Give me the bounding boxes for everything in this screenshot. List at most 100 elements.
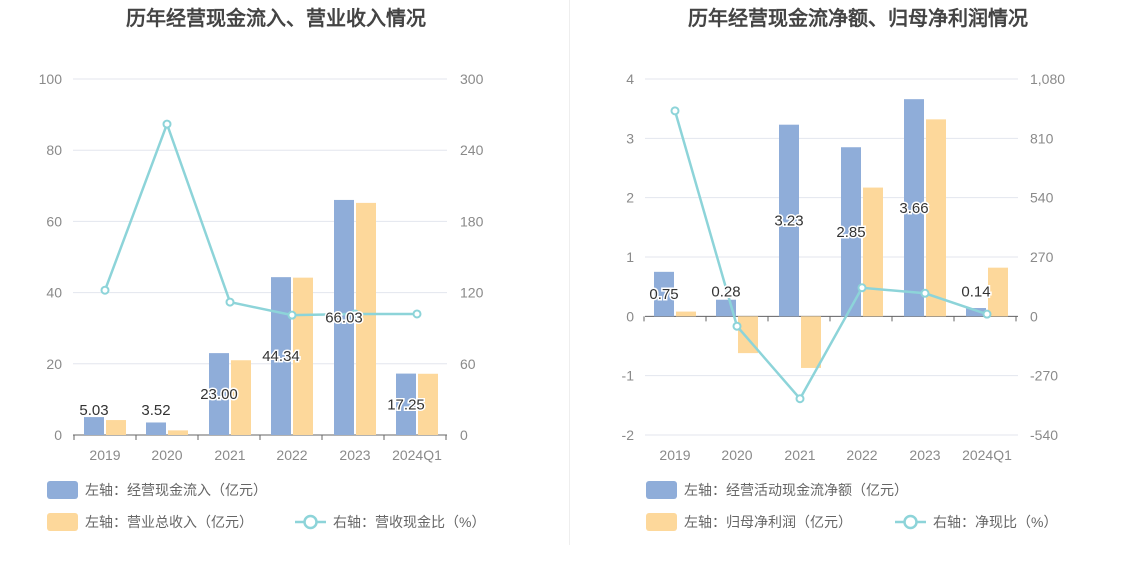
y-left-tick-label: 3 [626, 130, 634, 146]
y-right-tick-label: 810 [1030, 130, 1054, 146]
line-point [100, 285, 110, 295]
panel-divider [569, 0, 570, 545]
bar-series2 [676, 311, 696, 317]
x-tick-label: 2021 [784, 447, 815, 463]
y-left-tick-label: 0 [626, 308, 634, 324]
bar-series2 [168, 430, 188, 435]
bar-data-label: 23.00 [200, 386, 238, 403]
y-right-tick-label: 0 [1030, 308, 1038, 324]
bar-series2 [801, 316, 821, 368]
legend-label: 右轴：营收现金比（%） [333, 514, 485, 530]
chart-title: 历年经营现金流入、营业收入情况 [126, 6, 426, 30]
line-point [162, 119, 172, 129]
bar-data-label: 17.25 [387, 396, 425, 413]
x-tick-label: 2022 [276, 447, 307, 463]
bar-series1 [654, 271, 674, 317]
bar-series1 [841, 147, 861, 317]
bar-series1 [84, 417, 104, 435]
x-tick-label: 2023 [339, 447, 370, 463]
y-right-tick-label: 1,080 [1030, 71, 1065, 87]
legend-swatch [646, 481, 677, 499]
legend-swatch [47, 481, 78, 499]
legend-swatch [47, 513, 78, 531]
line-point [732, 321, 742, 331]
chart-panel-2: 历年经营现金流净额、归母净利润情况 -2 -540 -1 -270 0 0 1 270 2 540 3… [622, 6, 1065, 531]
y-right-tick-label: -540 [1030, 427, 1058, 443]
y-left-tick-label: 60 [46, 213, 62, 229]
x-tick-label: 2021 [214, 447, 245, 463]
bar-data-label: 66.03 [325, 309, 363, 326]
x-tick-label: 2020 [151, 447, 182, 463]
bar-series1 [271, 277, 291, 435]
y-right-tick-label: 0 [460, 427, 468, 443]
bar-data-label: 3.52 [141, 402, 170, 419]
bar-series1 [209, 353, 229, 435]
line-point [350, 309, 360, 319]
bar-series1 [146, 422, 166, 435]
y-left-tick-label: 100 [39, 71, 63, 87]
line-series [103, 120, 417, 317]
bar-series2 [988, 267, 1008, 317]
line-point [670, 106, 680, 116]
y-right-tick-label: 240 [460, 142, 484, 158]
y-left-tick-label: 2 [626, 190, 634, 206]
legend-label: 右轴：净现比（%） [933, 514, 1057, 530]
y-left-tick-label: -2 [622, 427, 635, 443]
y-right-tick-label: 180 [460, 213, 484, 229]
legend-line-marker [303, 514, 318, 530]
legend-label: 左轴：经营活动现金流净额（亿元） [684, 482, 908, 498]
x-tick-label: 2022 [846, 447, 877, 463]
bar-series2 [926, 119, 946, 317]
x-tick-label: 2023 [909, 447, 940, 463]
bar-data-label: 2.85 [836, 224, 865, 241]
legend-label: 左轴：营业总收入（亿元） [85, 514, 253, 530]
bar-data-label: 0.75 [649, 286, 678, 303]
line-point [982, 309, 992, 319]
x-tick-label: 2019 [659, 447, 690, 463]
legend-label: 左轴：归母净利润（亿元） [684, 514, 852, 530]
x-tick-label: 2024Q1 [392, 447, 442, 463]
y-right-tick-label: 270 [1030, 249, 1054, 265]
chart-panel-1: 历年经营现金流入、营业收入情况 0 0 20 60 40 120 60 180 80 240 100 3… [39, 6, 485, 531]
y-left-tick-label: 20 [46, 356, 62, 372]
y-left-tick-label: 80 [46, 142, 62, 158]
bar-series1 [904, 99, 924, 317]
bar-data-label: 5.03 [79, 402, 108, 419]
y-right-tick-label: 300 [460, 71, 484, 87]
y-right-tick-label: 60 [460, 356, 476, 372]
bar-series2 [106, 420, 126, 435]
y-left-tick-label: 40 [46, 285, 62, 301]
x-tick-label: 2020 [721, 447, 752, 463]
bar-series1 [396, 373, 416, 435]
bar-series1 [966, 308, 986, 317]
legend-swatch [646, 513, 677, 531]
bar-series1 [779, 124, 799, 317]
line-point [795, 394, 805, 404]
bar-series2 [231, 360, 251, 435]
bar-series1 [334, 199, 354, 435]
x-tick-label: 2024Q1 [962, 447, 1012, 463]
bar-data-label: 44.34 [262, 348, 300, 365]
y-right-tick-label: 540 [1030, 190, 1054, 206]
bar-data-label: 3.66 [899, 200, 928, 217]
y-right-tick-label: 120 [460, 285, 484, 301]
y-left-tick-label: 4 [626, 71, 634, 87]
line-point [857, 283, 867, 293]
y-left-tick-label: 0 [54, 427, 62, 443]
y-right-tick-label: -270 [1030, 368, 1058, 384]
x-tick-label: 2019 [89, 447, 120, 463]
bar-series2 [418, 373, 438, 435]
bar-data-label: 0.28 [711, 283, 740, 300]
bar-series2 [863, 187, 883, 317]
line-series [673, 110, 988, 401]
legend-label: 左轴：经营现金流入（亿元） [85, 482, 267, 498]
legend-line-marker [903, 514, 918, 530]
bar-series2 [356, 202, 376, 435]
bar-data-label: 3.23 [774, 213, 803, 230]
line-point [412, 309, 422, 319]
chart-title: 历年经营现金流净额、归母净利润情况 [688, 6, 1028, 30]
bar-data-label: 0.14 [961, 283, 990, 300]
y-left-tick-label: 1 [626, 249, 634, 265]
line-point [225, 297, 235, 307]
